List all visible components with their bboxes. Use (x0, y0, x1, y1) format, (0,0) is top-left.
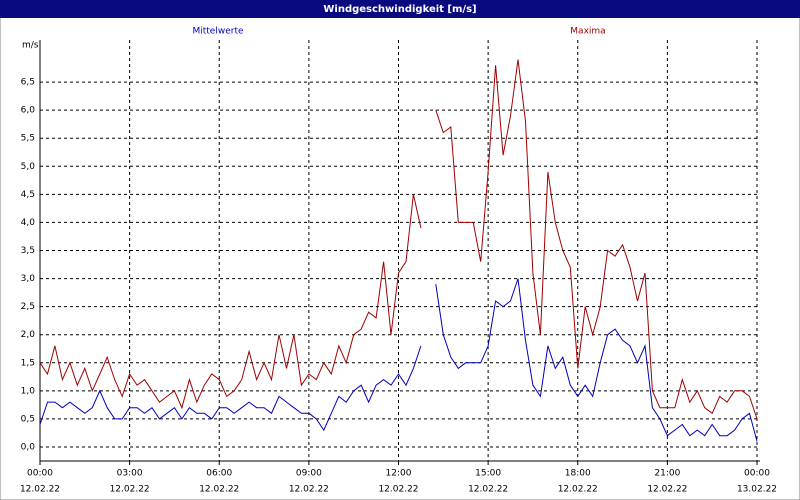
x-tick-date: 12.02.22 (289, 485, 329, 495)
series-line (39, 278, 758, 442)
series-line (39, 59, 758, 420)
x-tick-label: 03:00 (117, 469, 143, 479)
y-tick-label: 3,5 (21, 246, 35, 256)
y-tick-label: 5,0 (21, 162, 36, 172)
x-tick-date: 13.02.22 (737, 485, 777, 495)
x-tick-label: 15:00 (475, 469, 501, 479)
x-tick-date: 12.02.22 (558, 485, 598, 495)
x-tick-label: 00:00 (744, 469, 770, 479)
title-bar (0, 0, 800, 18)
y-tick-label: 2,0 (21, 330, 36, 340)
x-tick-label: 09:00 (296, 469, 322, 479)
x-tick-label: 12:00 (386, 469, 412, 479)
x-tick-label: 18:00 (565, 469, 591, 479)
x-tick-date: 12.02.22 (199, 485, 239, 495)
y-tick-label: 0,5 (21, 414, 35, 424)
x-tick-label: 06:00 (206, 469, 232, 479)
x-tick-date: 12.02.22 (110, 485, 150, 495)
y-tick-label: 0,0 (21, 442, 36, 452)
y-tick-label: 1,5 (21, 358, 35, 368)
x-tick-date: 12.02.22 (378, 485, 418, 495)
y-tick-label: 4,5 (21, 190, 35, 200)
y-tick-label: 6,0 (21, 106, 36, 116)
x-tick-label: 00:00 (27, 469, 53, 479)
y-tick-label: 2,5 (21, 302, 35, 312)
y-tick-label: 6,5 (21, 78, 35, 88)
y-tick-label: 5,5 (21, 134, 35, 144)
chart-title: Windgeschwindigkeit [m/s] (323, 4, 476, 15)
x-tick-date: 12.02.22 (468, 485, 508, 495)
x-tick-date: 12.02.22 (20, 485, 60, 495)
y-tick-label: 1,0 (21, 386, 36, 396)
y-tick-label: 3,0 (21, 274, 36, 284)
legend-label: Maxima (570, 27, 605, 37)
x-tick-date: 12.02.22 (647, 485, 687, 495)
x-tick-label: 21:00 (654, 469, 680, 479)
y-axis-label: m/s (22, 41, 39, 51)
legend-label: Mittelwerte (192, 27, 243, 37)
y-tick-label: 4,0 (21, 218, 36, 228)
